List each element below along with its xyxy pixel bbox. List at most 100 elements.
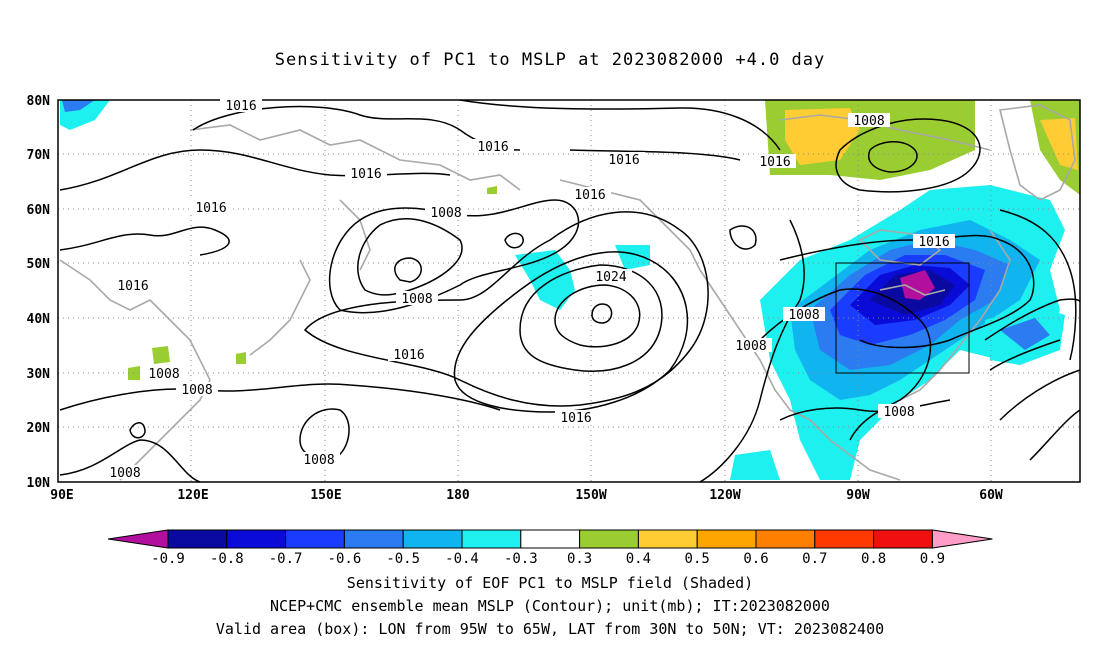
- contour-line: [984, 298, 1081, 341]
- contour-line: [299, 408, 350, 460]
- colorbar-tick-label: -0.9: [151, 551, 185, 567]
- shade-arctic-green-dot: [487, 186, 497, 194]
- coastline-west-na: [699, 269, 811, 421]
- lon-label: 180: [446, 488, 470, 503]
- contour-label: 1016: [112, 278, 154, 294]
- svg-text:1008: 1008: [788, 308, 819, 323]
- contour-label: 1016: [754, 154, 796, 170]
- svg-text:1008: 1008: [735, 339, 766, 354]
- contour-label: 1016: [345, 166, 387, 182]
- colorbar-swatch: [873, 529, 933, 549]
- svg-text:1008: 1008: [401, 292, 432, 307]
- svg-text:1008: 1008: [109, 466, 140, 481]
- contour-line: [569, 149, 741, 161]
- contour-label: 1016: [220, 98, 262, 114]
- colorbar-swatch: [637, 529, 698, 549]
- contour-label: 1008: [783, 307, 825, 323]
- coastline-greenland: [999, 104, 1076, 201]
- contour-line: [59, 439, 201, 483]
- contour-line: [554, 284, 641, 348]
- svg-text:1008: 1008: [853, 114, 884, 129]
- shade-na-magenta: [900, 270, 935, 300]
- colorbar: -0.9 -0.8 -0.7 -0.6 -0.5 -0.4 -0.3 0.3 0.4 0.5 0.6…: [107, 529, 993, 567]
- shade-arctic-yellow-east: [1040, 118, 1078, 170]
- contour-line: [1029, 409, 1081, 461]
- contour-line: [835, 118, 981, 193]
- colorbar-swatch: [461, 529, 522, 549]
- gridlines: [58, 100, 1080, 482]
- contour-line: [729, 225, 757, 250]
- colorbar-min-triangle: [107, 529, 169, 549]
- caption-valid-area: Valid area (box): LON from 95W to 65W, L…: [215, 620, 885, 638]
- contour-line: [999, 369, 1081, 421]
- lat-label: 40N: [27, 312, 51, 327]
- contour-line: [328, 199, 580, 314]
- contour-label: 1016: [388, 347, 430, 363]
- colorbar-swatch: [814, 529, 875, 549]
- colorbar-tick-label: -0.3: [504, 551, 538, 567]
- contour-label: 1016: [913, 234, 955, 250]
- contour-line: [504, 232, 524, 249]
- contour-label: 1008: [298, 452, 340, 468]
- shade-asia-green-3: [236, 352, 246, 364]
- contour-label: 1016: [569, 187, 611, 203]
- shade-nw-blue: [62, 100, 95, 112]
- contour-line: [357, 218, 463, 296]
- colorbar-swatch: [520, 529, 581, 549]
- caption-contour: NCEP+CMC ensemble mean MSLP (Contour); u…: [270, 597, 830, 615]
- svg-text:1016: 1016: [560, 411, 591, 426]
- coastline-east-na: [899, 229, 1011, 401]
- contour-line: [303, 211, 709, 407]
- caption-shading: Sensitivity of EOF PC1 to MSLP field (Sh…: [346, 574, 754, 592]
- lon-label: 150W: [575, 488, 606, 503]
- contour-label: 1008: [176, 382, 218, 398]
- colorbar-tick-label: -0.5: [386, 551, 420, 567]
- contour-line: [59, 383, 501, 411]
- map-title: Sensitivity of PC1 to MSLP at 2023082000…: [274, 50, 826, 70]
- contour-line: [989, 339, 1061, 371]
- coastline-siberia: [189, 124, 521, 191]
- coastline-great-lakes: [879, 284, 946, 296]
- contour-line: [779, 399, 951, 421]
- contour-line: [59, 149, 451, 191]
- lat-label: 10N: [27, 476, 51, 491]
- contour-labels-extra: 1008: [104, 465, 146, 481]
- contour-label: 1008: [104, 465, 146, 481]
- lat-label: 70N: [27, 148, 51, 163]
- coastline-hudson: [858, 229, 942, 266]
- contour-label: 1008: [848, 113, 890, 129]
- svg-text:1016: 1016: [195, 201, 226, 216]
- colorbar-swatch: [226, 529, 287, 549]
- colorbar-swatch: [167, 529, 228, 549]
- valid-area-box: [835, 262, 970, 374]
- contour-line: [459, 99, 781, 151]
- mslp-contours: [59, 99, 1081, 483]
- svg-text:1008: 1008: [148, 367, 179, 382]
- svg-text:1016: 1016: [117, 279, 148, 294]
- map-frame: [57, 99, 1081, 483]
- lon-label: 90E: [50, 488, 73, 503]
- svg-text:1016: 1016: [225, 99, 256, 114]
- svg-text:1008: 1008: [181, 383, 212, 398]
- svg-text:1008: 1008: [883, 405, 914, 420]
- svg-text:1016: 1016: [350, 167, 381, 182]
- shade-atl-blue: [1000, 318, 1050, 350]
- contour-line: [999, 209, 1077, 361]
- lat-label: 50N: [27, 257, 51, 272]
- contour-label: 1008: [730, 338, 772, 354]
- lon-label: 60W: [979, 488, 1003, 503]
- colorbar-tick-label: -0.7: [269, 551, 303, 567]
- shade-gulf-cyan: [730, 450, 780, 480]
- colorbar-tick-label: 0.7: [802, 551, 827, 567]
- lat-label: 60N: [27, 203, 51, 218]
- lat-label: 20N: [27, 421, 51, 436]
- contour-line: [519, 264, 663, 372]
- svg-text:1008: 1008: [430, 206, 461, 221]
- contour-label: 1016: [603, 152, 645, 168]
- colorbar-swatch: [402, 529, 463, 549]
- colorbar-tick-label: 0.5: [685, 551, 710, 567]
- coastline-central-am: [809, 419, 901, 481]
- colorbar-tick-label: -0.4: [445, 551, 479, 567]
- contour-line: [453, 251, 689, 413]
